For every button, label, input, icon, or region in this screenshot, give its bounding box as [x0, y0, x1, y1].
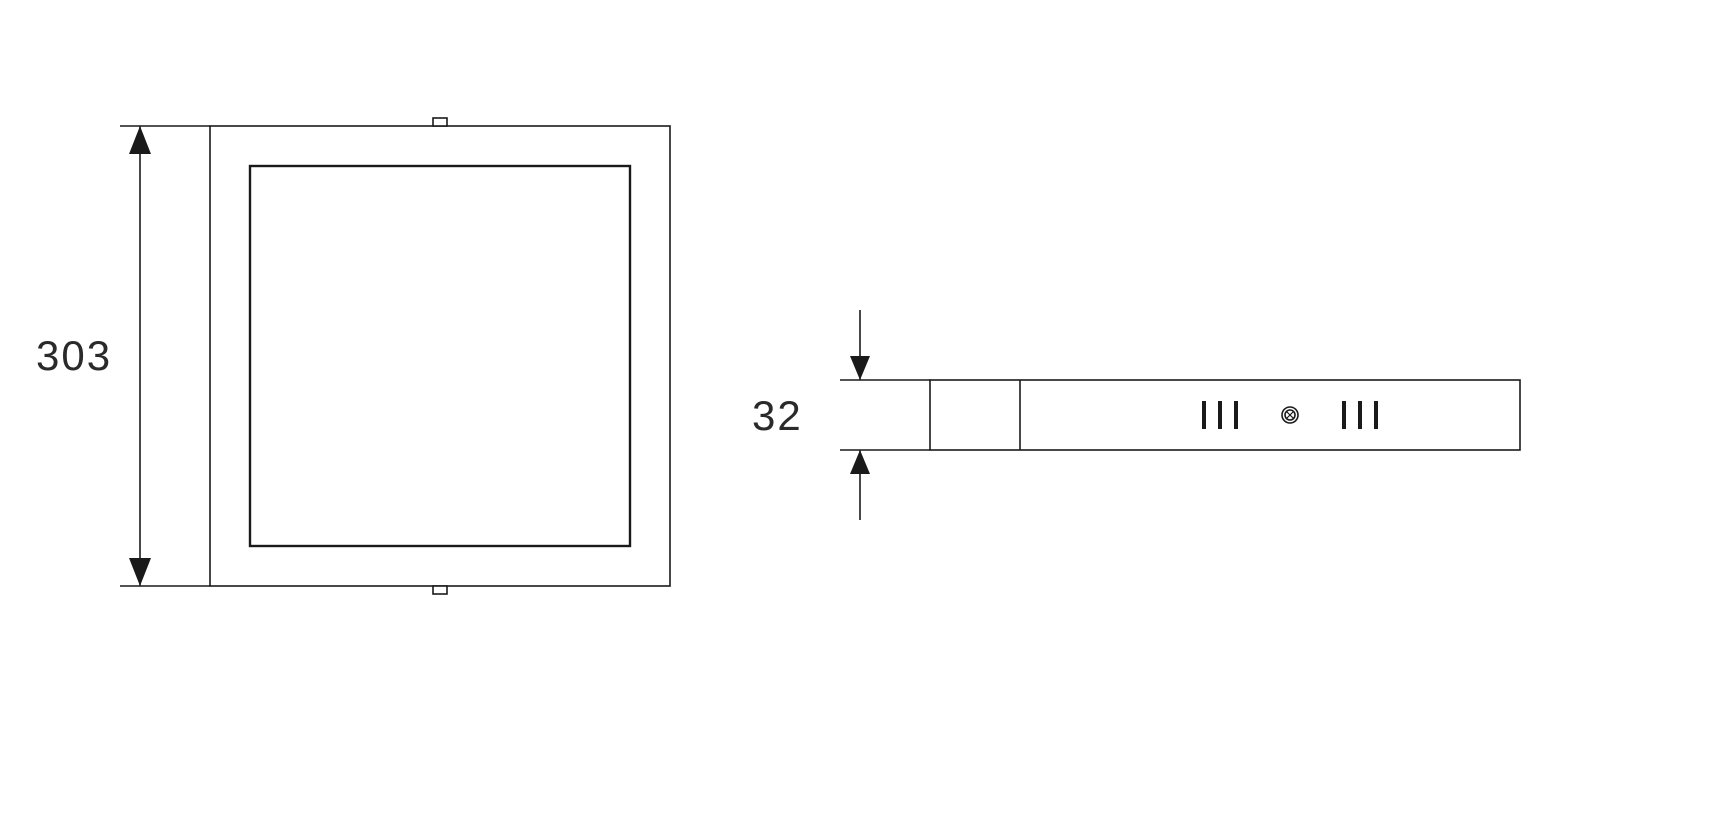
side-view: 32 — [752, 310, 1520, 520]
front-view: 303 — [36, 118, 670, 594]
technical-drawing: 303 32 — [0, 0, 1718, 832]
dimension-label-height: 303 — [36, 332, 112, 379]
dimension-label-depth: 32 — [752, 392, 803, 439]
